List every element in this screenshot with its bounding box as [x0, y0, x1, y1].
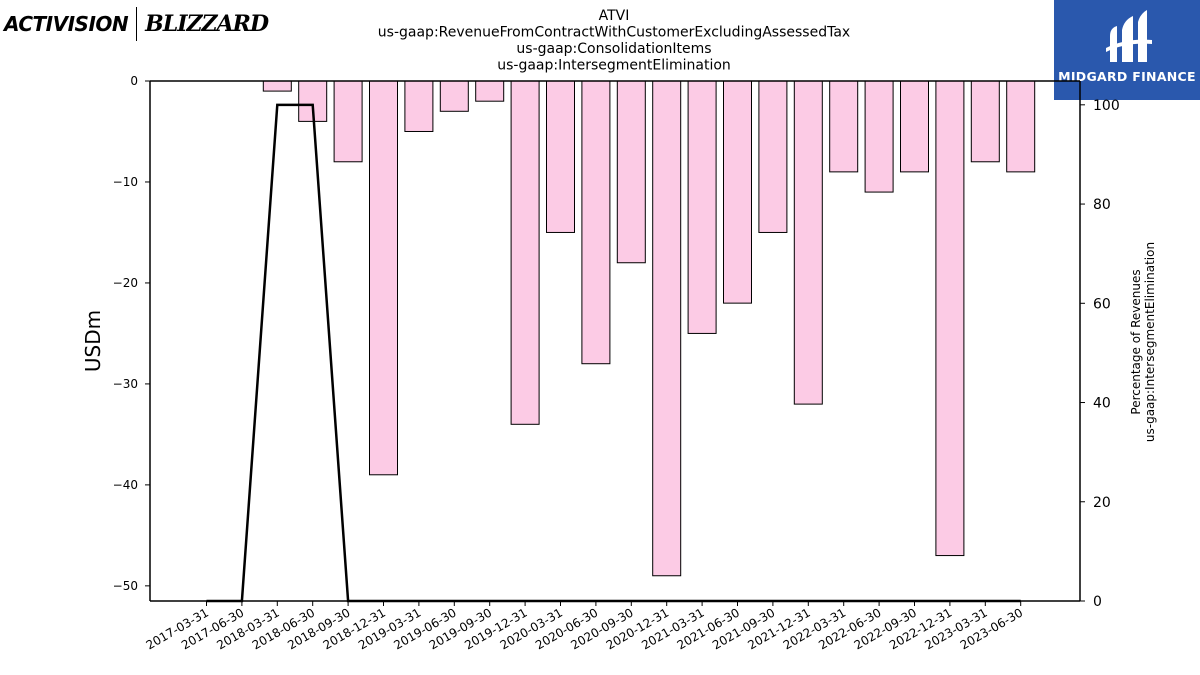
bar	[758, 80, 788, 233]
y2-tick-label: 80	[1093, 197, 1111, 213]
bar	[581, 80, 611, 365]
midgard-finance-mark-icon	[1106, 10, 1152, 62]
bar	[723, 80, 752, 304]
bar	[829, 80, 859, 173]
y2-axis-ticks: 0 20 40 60 80 100	[1080, 98, 1120, 610]
y-tick-label: −40	[113, 478, 138, 492]
y-tick-label: −30	[113, 377, 138, 391]
bar	[262, 80, 292, 92]
blizzard-wordmark: BLIZZARD	[145, 11, 269, 37]
axis-labels: USDm Percentage of Revenues us-gaap:Inters…	[81, 242, 1157, 442]
bar	[475, 80, 505, 102]
logo-divider	[136, 7, 138, 41]
bar	[404, 80, 434, 132]
bar	[439, 80, 469, 112]
midgard-finance-text: MIDGARD FINANCE	[1058, 69, 1196, 84]
y-tick-label: −10	[113, 175, 138, 189]
chart-title-line: us-gaap:ConsolidationItems	[516, 41, 711, 57]
y2-tick-label: 100	[1093, 98, 1120, 114]
percentage-line	[206, 103, 1021, 603]
y-tick-label: −50	[113, 579, 138, 593]
y-tick-label: −20	[113, 276, 138, 290]
y2-axis-label-line: Percentage of Revenues	[1129, 269, 1143, 414]
bar-series	[262, 80, 1036, 577]
y-axis-ticks: 0 −10 −20 −30 −40 −50	[113, 74, 150, 593]
bar	[793, 80, 823, 405]
bar	[616, 80, 646, 264]
chart-title-line: us-gaap:IntersegmentElimination	[497, 58, 731, 74]
chart-title-line: us-gaap:RevenueFromContractWithCustomerE…	[378, 25, 850, 41]
bar	[900, 80, 929, 173]
y2-tick-label: 40	[1093, 396, 1111, 412]
y2-tick-label: 0	[1093, 594, 1102, 610]
bar	[864, 80, 894, 193]
bar	[1006, 80, 1036, 173]
y2-tick-label: 60	[1093, 296, 1111, 312]
bar	[333, 80, 363, 163]
y-tick-label: 0	[130, 74, 138, 88]
bar	[652, 80, 682, 577]
y2-axis-label-line: us-gaap:IntersegmentElimination	[1143, 242, 1157, 442]
chart-title: ATVIus-gaap:RevenueFromContractWithCusto…	[378, 8, 850, 74]
bar	[687, 80, 717, 334]
x-axis-ticks: 2017-03-312017-06-302018-03-312018-06-30…	[144, 601, 1025, 652]
bar	[935, 80, 965, 557]
bar	[546, 80, 575, 233]
activision-wordmark: ACTIVISION	[4, 12, 129, 36]
bar	[369, 80, 398, 476]
y2-tick-label: 20	[1093, 495, 1111, 511]
chart-title-line: ATVI	[599, 8, 630, 24]
bar	[510, 80, 540, 425]
midgard-finance-logo: MIDGARD FINANCE	[1054, 0, 1200, 100]
activision-blizzard-logo: ACTIVISION BLIZZARD	[4, 6, 269, 42]
line-series	[206, 103, 1021, 603]
y-axis-label: USDm	[81, 310, 105, 372]
bar	[970, 80, 1000, 163]
